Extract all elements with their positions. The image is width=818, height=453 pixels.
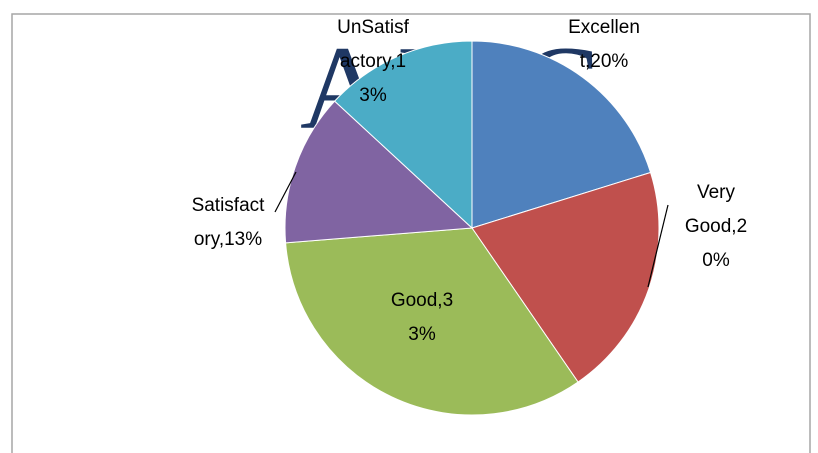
slice [333, 40, 473, 230]
pie [284, 40, 660, 416]
data-label: UnSatisf actory,1 3% [337, 17, 410, 106]
data-label: Good,3 3% [391, 290, 453, 345]
slice [284, 100, 474, 244]
data-label: Excellen t,20% [568, 17, 640, 72]
labels: Excellen t,20% Very Good,2 0% Good,3 3% Satisfa… [192, 17, 748, 345]
data-label: Very Good,2 0% [685, 182, 747, 271]
slice [285, 227, 579, 416]
data-label: Satisfact ory,13% [192, 195, 266, 250]
slice [471, 40, 652, 229]
slice [471, 171, 660, 383]
leader-line [274, 171, 297, 213]
leader-line [647, 204, 669, 288]
